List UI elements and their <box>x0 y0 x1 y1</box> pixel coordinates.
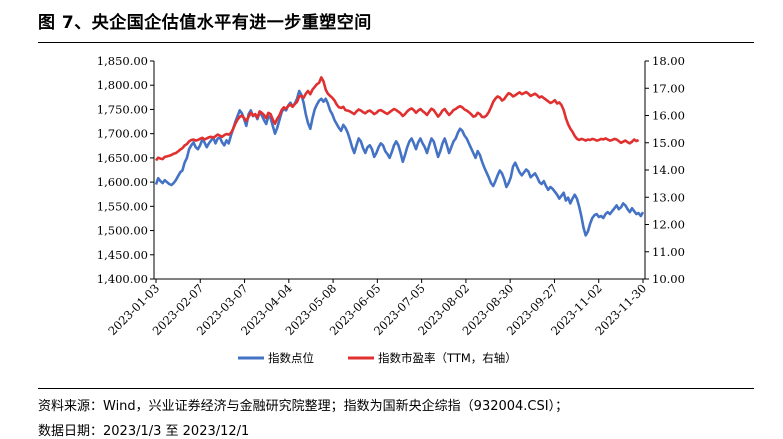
y-right-tick-label: 17.00 <box>652 81 685 95</box>
source-note: 资料来源：Wind，兴业证券经济与金融研究院整理；指数为国新央企综指（93200… <box>38 399 569 414</box>
y-right-tick-label: 18.00 <box>652 54 685 68</box>
y-right-tick-label: 11.00 <box>652 245 685 259</box>
y-left-tick-label: 1,400.00 <box>97 272 148 286</box>
chart: 1,400.00 1,450.00 1,500.00 1,550.00 1,600.00… <box>97 54 685 365</box>
y-right-tick-label: 13.00 <box>652 190 685 204</box>
y-right-tick-label: 15.00 <box>652 136 685 150</box>
footer-rule <box>38 388 754 389</box>
y-left-tick-label: 1,650.00 <box>97 151 148 165</box>
y-right-tick-label: 14.00 <box>652 163 685 177</box>
series-line-2 <box>154 76 640 162</box>
y-left-tick-label: 1,750.00 <box>97 102 148 116</box>
y-right-tick-label: 12.00 <box>652 218 685 232</box>
y-left-tick-label: 1,500.00 <box>97 224 148 238</box>
y-right-tick-label: 16.00 <box>652 109 685 123</box>
figure-title: 图 7、央企国企估值水平有进一步重塑空间 <box>38 13 372 33</box>
y-left-tick-label: 1,800.00 <box>97 78 148 92</box>
legend-label-2: 指数市盈率（TTM，右轴） <box>378 351 517 365</box>
y-left-tick-label: 1,450.00 <box>97 248 148 262</box>
y-left-tick-label: 1,850.00 <box>97 54 148 68</box>
date-note: 数据日期：2023/1/3 至 2023/12/1 <box>38 424 250 439</box>
title-rule <box>38 42 754 43</box>
y-left-tick-label: 1,700.00 <box>97 127 148 141</box>
legend-label-1: 指数点位 <box>268 351 314 365</box>
series-line-1 <box>154 89 645 237</box>
y-left-tick-label: 1,550.00 <box>97 199 148 213</box>
y-right-tick-label: 10.00 <box>652 272 685 286</box>
y-left-tick-label: 1,600.00 <box>97 175 148 189</box>
